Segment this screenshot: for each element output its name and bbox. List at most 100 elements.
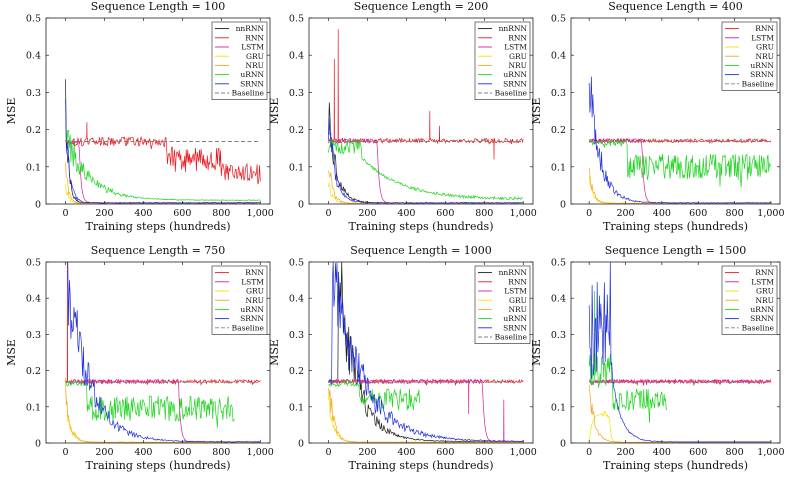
y-tick-label: 0.1 [26,402,41,413]
x-axis-label: Training steps (hundreds) [86,220,231,233]
x-tick-label: 0 [325,447,331,458]
y-tick-label: 0 [560,439,566,450]
series-line-urnn [65,128,261,201]
y-tick-label: 0.3 [551,88,566,99]
chart-title: Sequence Length = 200 [354,0,489,13]
x-tick-label: 200 [616,447,634,458]
legend-label: SRNN [240,314,264,323]
x-tick-label: 200 [95,447,113,458]
x-axis-label: Training steps (hundreds) [349,459,494,472]
x-tick-label: 600 [436,447,454,458]
legend-box [211,21,268,100]
legend-label: nnRNN [499,24,528,33]
y-tick-label: 0.1 [289,402,304,413]
legend-label: Baseline [232,323,265,332]
x-tick-label: 0 [586,447,592,458]
y-tick-label: 0.4 [26,51,41,62]
legend-label: NRU [245,61,264,70]
legend-label: LSTM [751,277,774,286]
legend-label: LSTM [241,277,264,286]
chart-panel-4: Sequence Length = 750 0 0.1 0.2 0.3 0.4 0.5 0 20… [5,244,274,472]
series-line-lstm [588,378,772,386]
legend-label: uRNN [240,305,264,314]
series-line-urnn [65,379,235,428]
series-line-nru [588,384,772,443]
y-tick-label: 0.1 [551,162,566,173]
chart-panel-5: Sequence Length = 1000 0 0.1 0.2 0.3 0.4 0.5 0 2… [268,244,537,472]
series-line-gru [588,175,771,204]
x-tick-label: 800 [725,208,743,219]
y-tick-label: 0.2 [289,366,304,377]
chart-title: Sequence Length = 100 [91,0,226,13]
chart-title: Sequence Length = 1500 [605,244,747,257]
y-tick-label: 0.3 [551,330,566,341]
plot-frame [45,261,271,444]
legend-label: NRU [508,305,527,314]
x-tick-label: 200 [358,208,376,219]
y-tick-label: 0.5 [289,258,304,269]
legend-label: GRU [756,43,774,52]
x-tick-label: 800 [725,447,743,458]
series-group [328,29,524,204]
x-tick-label: 0 [62,208,68,219]
x-tick-label: 600 [689,447,707,458]
y-axis-label: MSE [5,339,18,366]
x-tick-label: 400 [397,208,415,219]
x-tick-label: 400 [653,208,671,219]
y-tick-label: 0.5 [289,14,304,25]
legend-label: RNN [755,268,774,277]
y-axis-label: MSE [530,339,543,366]
y-tick-label: 0 [560,200,566,211]
legend-label: uRNN [240,70,264,79]
legend-label: GRU [509,296,527,305]
y-tick-label: 0.1 [289,162,304,173]
legend-label: Baseline [495,333,528,342]
x-tick-label: 200 [616,208,634,219]
y-tick-label: 0 [35,200,41,211]
chart-panel-2: Sequence Length = 200 0 0.1 0.2 0.3 0.4 0.5 0 20… [268,0,537,233]
x-tick-label: 0 [325,208,331,219]
x-tick-label: 400 [397,447,415,458]
series-group [588,76,772,204]
y-tick-label: 0 [298,439,304,450]
legend-label: LSTM [504,287,527,296]
x-tick-label: 200 [95,208,113,219]
y-tick-label: 0.4 [289,51,304,62]
legend-label: uRNN [750,61,774,70]
y-tick-label: 0.1 [551,402,566,413]
x-tick-label: 600 [173,208,191,219]
series-line-gru [588,410,771,443]
legend-label: NRU [245,296,264,305]
series-line-nnrnn [328,262,524,443]
series-line-urnn [328,139,524,201]
series-line-nru [328,387,524,443]
x-tick-label: 1,000 [510,447,537,458]
plot-frame [570,261,781,444]
x-axis-label: Training steps (hundreds) [86,459,231,472]
y-tick-label: 0.5 [26,258,41,269]
legend-label: SRNN [750,314,774,323]
chart-panel-1: Sequence Length = 100 0 0.1 0.2 0.3 0.4 0.5 0 20… [5,0,274,233]
x-tick-label: 200 [358,447,376,458]
x-tick-label: 800 [212,447,230,458]
series-line-srnn [65,99,261,204]
legend-label: Baseline [742,79,775,88]
legend-label: RNN [508,277,527,286]
x-tick-label: 0 [586,208,592,219]
legend-label: NRU [755,52,774,61]
legend-label: Baseline [742,323,775,332]
legend-label: SRNN [503,79,527,88]
legend-label: LSTM [241,43,264,52]
x-tick-label: 400 [653,447,671,458]
legend-label: RNN [755,24,774,33]
y-axis-label: MSE [5,98,18,125]
x-tick-label: 600 [436,208,454,219]
y-tick-label: 0.5 [551,14,566,25]
chart-panel-3: Sequence Length = 400 0 0.1 0.2 0.3 0.4 0.5 0 20… [530,0,785,233]
series-line-gru [328,389,524,443]
legend-label: SRNN [240,79,264,88]
